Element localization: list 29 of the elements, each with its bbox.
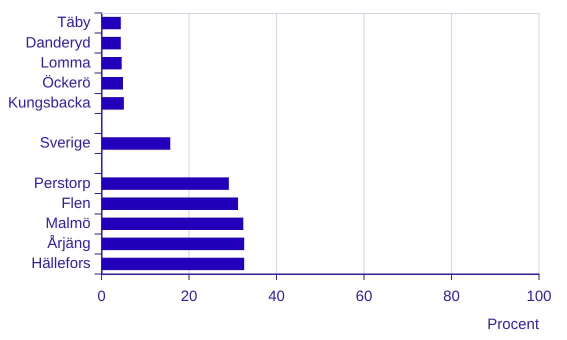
y-tick-label: Sverige — [40, 134, 91, 152]
y-tick-label: Hällefors — [31, 255, 91, 272]
y-tick-label: Perstorp — [34, 174, 91, 192]
x-tick-label: 0 — [97, 288, 106, 306]
bar — [102, 177, 229, 190]
y-tick-label: Kungsbacka — [8, 94, 92, 112]
bar — [102, 137, 170, 150]
y-tick-label: Årjäng — [47, 234, 91, 252]
y-tick-label: Lomma — [40, 54, 92, 72]
bar — [102, 198, 238, 210]
bar — [102, 218, 244, 230]
y-tick-label: Täby — [57, 14, 92, 32]
bar — [102, 16, 121, 30]
x-tick-label: 20 — [180, 288, 198, 306]
bar — [102, 77, 123, 90]
bar — [102, 97, 124, 110]
x-tick-label: 60 — [356, 288, 372, 306]
x-axis-title: Procent — [487, 316, 540, 334]
x-tick-label: 40 — [268, 288, 285, 306]
y-tick-label: Öckerö — [42, 74, 91, 92]
bar — [102, 258, 244, 270]
bar — [102, 56, 122, 70]
bar — [102, 238, 244, 250]
y-tick-label: Malmö — [46, 214, 91, 232]
y-tick-label: Flen — [61, 194, 91, 212]
y-tick-label: Danderyd — [26, 34, 91, 52]
x-tick-label: 80 — [443, 288, 460, 306]
bar — [102, 36, 121, 50]
x-tick-label: 100 — [526, 288, 552, 306]
